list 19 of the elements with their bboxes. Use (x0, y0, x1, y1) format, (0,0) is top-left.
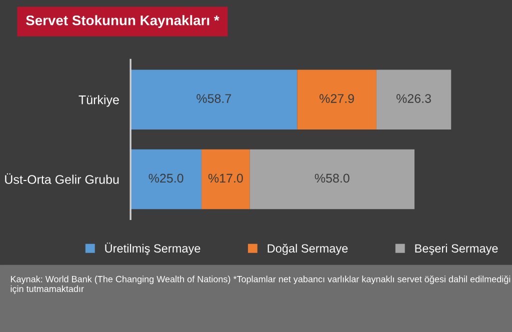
data-label: %58.7 (196, 94, 231, 103)
bar (250, 149, 414, 210)
data-label: %25.0 (148, 174, 184, 183)
y-tick-label: Türkiye (78, 95, 119, 107)
text: Kaynak: World Bank (The Changing Wealth of Nations) *Toplamlar net yabancı varlıklar kaynaklı servet öğesi dahil edilmediği için tutmamaktadır (10, 276, 510, 294)
y-tick-label: Üst-Orta Gelir Grubu (5, 173, 119, 184)
legend-label: Doğal Sermaye (268, 244, 348, 255)
bar (130, 70, 298, 130)
bar (202, 149, 250, 210)
bar (297, 70, 376, 130)
data-label: %27.9 (320, 94, 354, 103)
bar (130, 149, 202, 210)
chart-title: Servet Stokunun Kaynakları * (26, 15, 220, 28)
legend-label: Beşeri Sermaye (415, 244, 498, 255)
data-label: %26.3 (396, 94, 431, 103)
data-label: %17.0 (208, 174, 243, 183)
legend-label: Üretilmiş Sermaye (105, 242, 200, 255)
bar (376, 70, 452, 130)
data-label: %58.0 (314, 174, 350, 183)
